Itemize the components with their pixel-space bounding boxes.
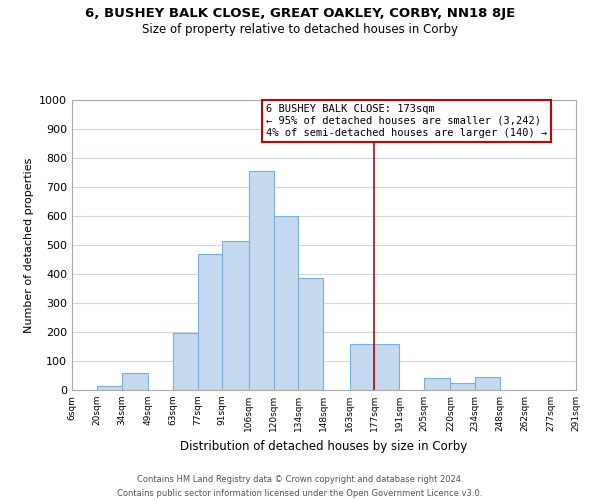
- Bar: [97, 386, 122, 390]
- Bar: [350, 344, 374, 390]
- Bar: [424, 378, 451, 390]
- Bar: [475, 377, 500, 390]
- Bar: [374, 344, 399, 390]
- X-axis label: Distribution of detached houses by size in Corby: Distribution of detached houses by size …: [181, 440, 467, 452]
- Bar: [173, 334, 197, 390]
- Bar: [197, 254, 223, 390]
- Bar: [298, 278, 323, 390]
- Bar: [249, 171, 274, 390]
- Bar: [122, 372, 148, 390]
- Text: Size of property relative to detached houses in Corby: Size of property relative to detached ho…: [142, 22, 458, 36]
- Bar: [223, 240, 249, 390]
- Text: Contains HM Land Registry data © Crown copyright and database right 2024.
Contai: Contains HM Land Registry data © Crown c…: [118, 476, 482, 498]
- Text: 6 BUSHEY BALK CLOSE: 173sqm
← 95% of detached houses are smaller (3,242)
4% of s: 6 BUSHEY BALK CLOSE: 173sqm ← 95% of det…: [266, 104, 547, 138]
- Text: 6, BUSHEY BALK CLOSE, GREAT OAKLEY, CORBY, NN18 8JE: 6, BUSHEY BALK CLOSE, GREAT OAKLEY, CORB…: [85, 8, 515, 20]
- Y-axis label: Number of detached properties: Number of detached properties: [23, 158, 34, 332]
- Bar: [451, 383, 475, 390]
- Bar: [274, 216, 298, 390]
